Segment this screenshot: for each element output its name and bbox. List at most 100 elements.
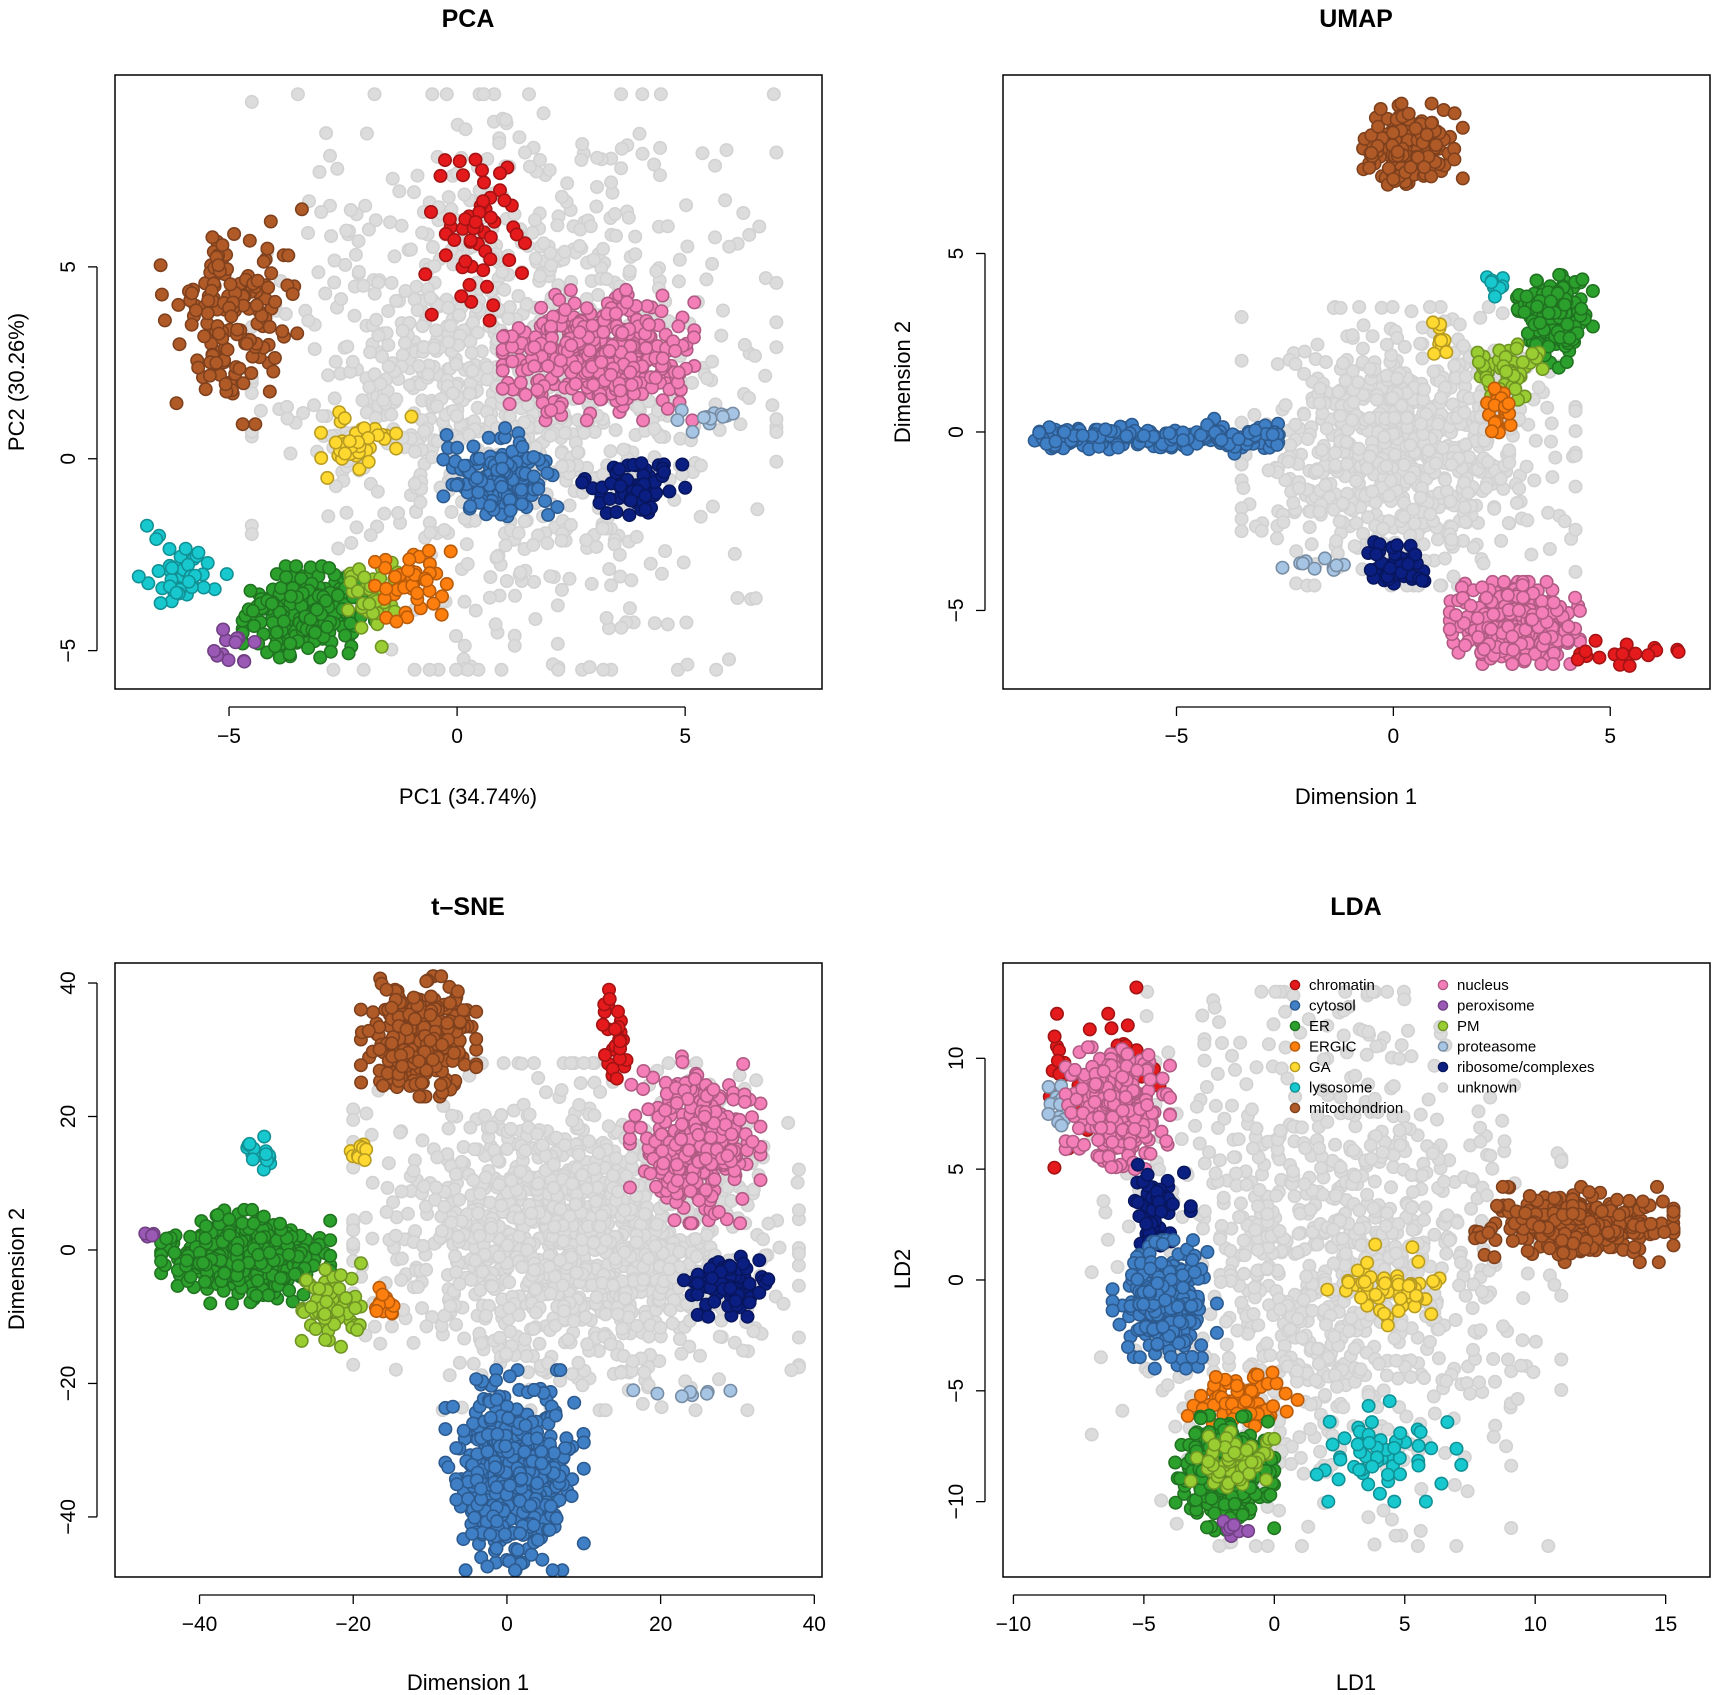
point-unknown [391, 505, 406, 520]
point-unknown [685, 375, 700, 390]
point-unknown [1493, 471, 1508, 486]
point-chromatin [455, 168, 470, 183]
point-nucleus [1505, 656, 1520, 671]
point-chromatin [1628, 646, 1643, 661]
point-unknown [361, 222, 376, 237]
point-unknown [492, 136, 507, 151]
point-unknown [1426, 364, 1441, 379]
point-lysosome [200, 555, 215, 570]
point-unknown [1403, 471, 1418, 486]
point-mitochondrion [1373, 102, 1388, 117]
point-unknown [680, 657, 695, 672]
point-chromatin [447, 233, 462, 248]
point-unknown [521, 87, 536, 102]
point-unknown [1568, 479, 1583, 494]
point-unknown [483, 570, 498, 585]
point-unknown [672, 252, 687, 267]
point-unknown [1288, 356, 1303, 371]
point-nucleus [544, 403, 559, 418]
point-unknown [1397, 339, 1412, 354]
point-unknown [381, 1156, 396, 1171]
point-unknown [448, 628, 463, 643]
point-nucleus [1442, 622, 1457, 637]
point-mitochondrion [209, 355, 224, 370]
point-mitochondrion [1371, 119, 1386, 134]
point-mitochondrion [224, 309, 239, 324]
point-nucleus [558, 302, 573, 317]
x-tick-label: 0 [451, 725, 463, 748]
x-axis-title: PC1 (34.74%) [399, 784, 537, 809]
point-chromatin [433, 168, 448, 183]
point-nucleus [1568, 590, 1583, 605]
point-chromatin [468, 152, 483, 167]
point-unknown [1542, 541, 1557, 556]
point-nucleus [534, 300, 549, 315]
point-unknown [429, 323, 444, 338]
point-unknown [312, 165, 327, 180]
point-unknown [769, 275, 784, 290]
point-unknown [750, 502, 765, 517]
point-ga [1439, 345, 1454, 360]
point-unknown [363, 528, 378, 543]
point-unknown [1466, 540, 1481, 555]
point-unknown [480, 360, 495, 375]
point-ribosome-complexes [662, 484, 677, 499]
point-unknown [429, 399, 444, 414]
point-unknown [327, 391, 342, 406]
point-mitochondrion [264, 266, 279, 281]
point-unknown [461, 427, 476, 442]
point-unknown [554, 533, 569, 548]
point-unknown [415, 319, 430, 334]
y-tick-label: 0 [57, 453, 80, 465]
point-unknown [296, 405, 311, 420]
point-unknown [441, 1121, 456, 1136]
point-ergic [389, 614, 404, 629]
point-unknown [533, 269, 548, 284]
point-unknown [511, 526, 526, 541]
point-unknown [769, 315, 784, 330]
point-mitochondrion [1424, 96, 1439, 111]
point-unknown [321, 368, 336, 383]
point-er [318, 593, 333, 608]
point-pm [354, 620, 369, 635]
point-mitochondrion [263, 214, 278, 229]
point-unknown [614, 141, 629, 156]
point-unknown [1347, 539, 1362, 554]
point-chromatin [509, 227, 524, 242]
point-unknown [1437, 551, 1452, 566]
point-unknown [653, 140, 668, 155]
point-ergic [402, 552, 417, 567]
point-unknown [1528, 433, 1543, 448]
point-unknown [371, 328, 386, 343]
point-unknown [499, 573, 514, 588]
point-unknown [595, 521, 610, 536]
point-mitochondrion [262, 384, 277, 399]
point-nucleus [596, 325, 611, 340]
point-unknown [1379, 337, 1394, 352]
point-unknown [1494, 533, 1509, 548]
point-mitochondrion [235, 417, 250, 432]
point-unknown [301, 313, 316, 328]
point-unknown [1428, 456, 1443, 471]
point-cytosol [1231, 432, 1246, 447]
point-unknown [604, 578, 619, 593]
point-unknown [1390, 371, 1405, 386]
point-unknown [465, 363, 480, 378]
point-pm [1508, 381, 1523, 396]
point-unknown [441, 190, 456, 205]
point-unknown [321, 509, 336, 524]
point-ergic [419, 573, 434, 588]
point-ergic [434, 607, 449, 622]
point-unknown [279, 399, 294, 414]
point-unknown [1404, 304, 1419, 319]
point-ribosome-complexes [612, 462, 627, 477]
point-unknown [315, 409, 330, 424]
point-unknown [511, 288, 526, 303]
point-unknown [1333, 408, 1348, 423]
point-mitochondrion [184, 317, 199, 332]
point-cytosol [1265, 427, 1280, 442]
point-unknown [1319, 421, 1334, 436]
point-mitochondrion [275, 324, 290, 339]
point-nucleus [660, 401, 675, 416]
point-unknown [253, 403, 268, 418]
